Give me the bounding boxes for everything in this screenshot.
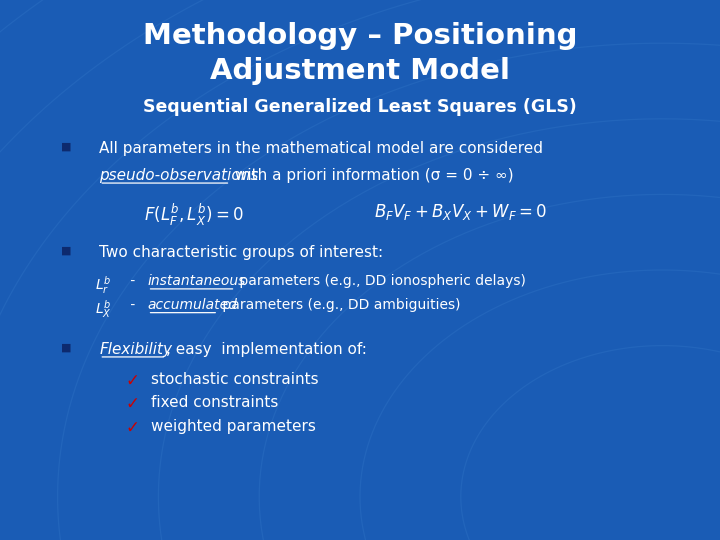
Text: -: - — [126, 298, 144, 312]
Text: Adjustment Model: Adjustment Model — [210, 57, 510, 85]
Text: $L_r^b$: $L_r^b$ — [95, 274, 112, 296]
Text: parameters (e.g., DD ionospheric delays): parameters (e.g., DD ionospheric delays) — [235, 274, 526, 288]
Text: weighted parameters: weighted parameters — [151, 419, 316, 434]
Text: stochastic constraints: stochastic constraints — [151, 372, 319, 387]
Text: , easy  implementation of:: , easy implementation of: — [166, 342, 367, 357]
Text: Flexibility: Flexibility — [99, 342, 172, 357]
Text: $F(L_F^b, L_X^b) = 0$: $F(L_F^b, L_X^b) = 0$ — [144, 202, 243, 228]
Text: All parameters in the mathematical model are considered: All parameters in the mathematical model… — [99, 141, 544, 157]
Text: Sequential Generalized Least Squares (GLS): Sequential Generalized Least Squares (GL… — [143, 98, 577, 116]
Text: ✓: ✓ — [126, 419, 140, 437]
Text: Two characteristic groups of interest:: Two characteristic groups of interest: — [99, 245, 384, 260]
Text: instantaneous: instantaneous — [148, 274, 246, 288]
Text: ✓: ✓ — [126, 372, 140, 389]
Text: accumulated: accumulated — [148, 298, 238, 312]
Text: pseudo-observations: pseudo-observations — [99, 168, 258, 184]
Text: ■: ■ — [61, 141, 71, 152]
Text: ■: ■ — [61, 245, 71, 255]
Text: Methodology – Positioning: Methodology – Positioning — [143, 22, 577, 50]
Text: ✓: ✓ — [126, 395, 140, 413]
Text: $L_X^b$: $L_X^b$ — [95, 298, 112, 320]
Text: -: - — [126, 274, 144, 288]
Text: fixed constraints: fixed constraints — [151, 395, 279, 410]
Text: parameters (e.g., DD ambiguities): parameters (e.g., DD ambiguities) — [218, 298, 461, 312]
Text: ■: ■ — [61, 342, 71, 353]
Text: with a priori information (σ = 0 ÷ ∞): with a priori information (σ = 0 ÷ ∞) — [230, 168, 514, 184]
Text: $B_F V_F + B_X V_X + W_F = 0$: $B_F V_F + B_X V_X + W_F = 0$ — [374, 202, 548, 222]
